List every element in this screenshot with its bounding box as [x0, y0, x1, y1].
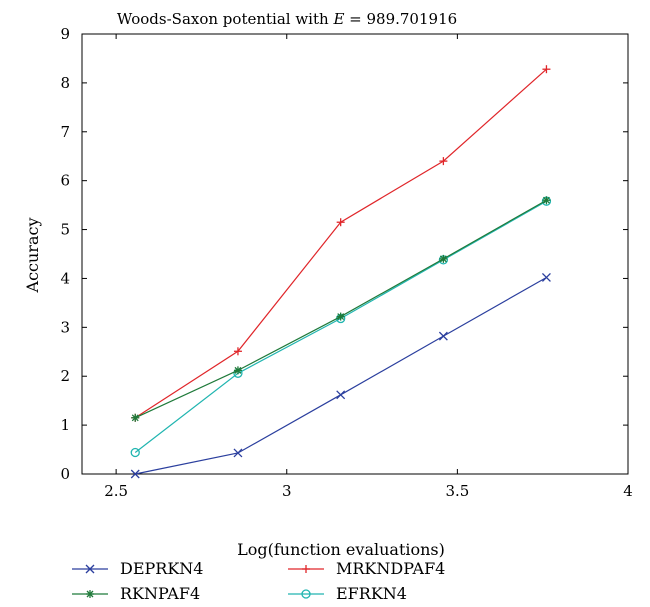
data-point-star-marker — [439, 254, 448, 263]
x-tick-label: 3.5 — [445, 482, 469, 500]
series-line — [134, 68, 547, 419]
data-point-x-marker — [130, 469, 140, 479]
legend-entry-efrkn4: EFRKN4 — [288, 584, 407, 603]
legend: DEPRKN4 MRKNDPAF4 RKNPAF4 EFRKN4 — [72, 559, 445, 603]
legend-entry-mrkndpaf4: MRKNDPAF4 — [288, 559, 445, 578]
data-point-x-marker — [336, 390, 346, 400]
y-tick-label: 0 — [60, 465, 70, 483]
series-line — [134, 199, 547, 419]
y-tick-label: 5 — [60, 221, 70, 239]
series-deprkn4 — [130, 273, 551, 479]
y-tick-label: 4 — [60, 269, 70, 287]
series-layer — [130, 65, 552, 479]
data-point-plus-marker — [336, 218, 345, 227]
legend-entry-rknpaf4: RKNPAF4 — [72, 584, 200, 603]
series-line — [134, 200, 547, 453]
series-efrkn4 — [130, 196, 552, 458]
legend-label: DEPRKN4 — [120, 559, 203, 578]
data-point-star-marker — [86, 590, 94, 598]
data-point-x-marker — [541, 273, 551, 282]
data-point-plus-marker — [542, 65, 551, 74]
data-point-star-marker — [233, 366, 242, 375]
legend-entry-deprkn4: DEPRKN4 — [72, 559, 203, 578]
data-point-x-marker — [438, 331, 448, 341]
series-line — [135, 276, 547, 475]
data-point-circle-marker — [301, 589, 311, 599]
chart-title: Woods-Saxon potential with E = 989.70191… — [117, 10, 457, 28]
y-tick-label: 3 — [60, 318, 70, 336]
y-axis-label: Accuracy — [23, 218, 42, 294]
series-rknpaf4 — [131, 196, 551, 422]
data-point-plus-marker — [233, 347, 242, 356]
chart-title-suffix: = 989.701916 — [344, 10, 457, 28]
chart-title-prefix: Woods-Saxon potential with — [117, 10, 334, 28]
x-tick-label: 2.5 — [104, 482, 128, 500]
x-tick-label: 4 — [623, 482, 633, 500]
y-tick-label: 2 — [60, 367, 70, 385]
y-tick-label: 1 — [60, 416, 70, 434]
x-tick-label: 3 — [282, 482, 292, 500]
data-point-circle-marker — [130, 447, 140, 458]
data-point-plus-marker — [439, 157, 448, 166]
axis-ticks: 2.5 3 3.5 4 0 1 2 3 4 5 6 7 8 9 — [60, 25, 632, 500]
data-point-star-marker — [131, 413, 140, 422]
data-point-star-marker — [336, 312, 345, 321]
y-tick-label: 6 — [60, 172, 70, 190]
y-tick-label: 8 — [60, 74, 70, 92]
y-tick-label: 7 — [60, 123, 70, 141]
data-point-plus-marker — [302, 565, 310, 573]
chart-title-variable: E — [332, 10, 344, 28]
x-axis-label: Log(function evaluations) — [237, 540, 445, 559]
legend-label: MRKNDPAF4 — [336, 559, 445, 578]
data-point-x-marker — [233, 448, 243, 458]
data-point-x-marker — [85, 564, 95, 574]
series-mrkndpaf4 — [131, 65, 551, 422]
data-point-star-marker — [542, 196, 551, 205]
y-tick-label: 9 — [60, 25, 70, 43]
legend-label: RKNPAF4 — [120, 584, 200, 603]
legend-label: EFRKN4 — [336, 584, 407, 603]
plot-area-frame — [81, 33, 629, 475]
